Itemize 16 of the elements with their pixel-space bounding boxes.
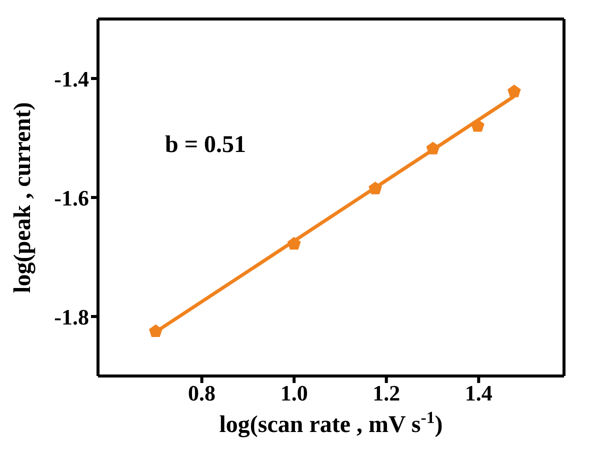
y-tick-label: -1.4 (54, 66, 89, 92)
point (471, 119, 484, 132)
point (149, 324, 162, 338)
x-tick-label: 0.8 (188, 380, 216, 406)
annotation: b = 0.51 (165, 132, 246, 159)
y-tick-label: -1.6 (54, 185, 89, 210)
x-tick-label: 1.4 (464, 380, 492, 406)
point (426, 142, 440, 154)
point (508, 84, 521, 98)
x-tick-label: 1.2 (372, 380, 400, 406)
point (368, 182, 382, 194)
x-tick-label: 1.0 (280, 380, 308, 406)
y-tick-label: -1.8 (54, 304, 89, 330)
x-axis-title: log(scan rate , mV s$^{-1}$) (219, 408, 443, 438)
y-axis-title: log(peak , current) (10, 102, 36, 293)
point (287, 236, 301, 250)
